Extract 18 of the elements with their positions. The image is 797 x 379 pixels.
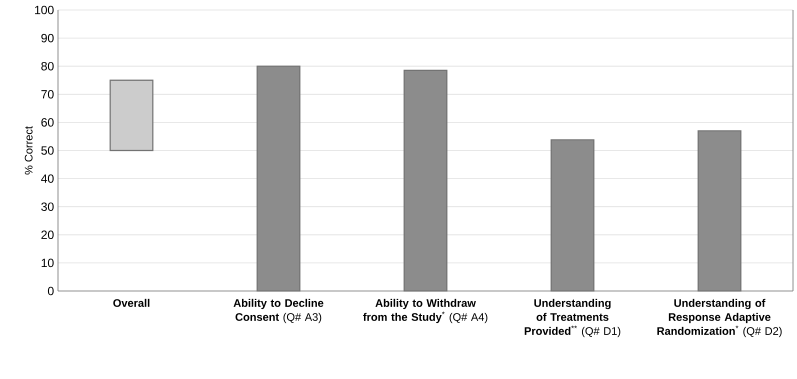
y-tick-label: 10 [42,258,54,268]
y-tick-label: 100 [35,6,54,14]
y-tick-label: 90 [41,34,54,42]
y-tick-label: 0 [48,286,54,296]
y-tick-label: 80 [41,62,54,70]
y-tick-label: 20 [41,230,54,240]
y-tick-label: 60 [41,118,54,127]
y-tick-label: 50 [41,146,54,155]
y-axis-title: % Correct [24,126,33,175]
x-tick-label: Overall [113,298,150,307]
y-tick-label: 30 [41,202,54,211]
x-tick-label: Ability to Withdraw from the Study$^{*}$ (Q# A4) [363,298,488,324]
x-tick-label: Ability to Decline Consent (Q# A3) [234,298,324,324]
y-tick-label: 70 [41,90,54,99]
x-tick-label: Understanding of Treatments Provided$^{**}$ (Q# D1) [524,298,620,338]
bar [110,80,154,152]
y-tick-label: 40 [41,174,54,183]
x-tick-label: Understanding of Response Adaptive Randomization$^{*}$ (Q# D2) [657,298,782,338]
